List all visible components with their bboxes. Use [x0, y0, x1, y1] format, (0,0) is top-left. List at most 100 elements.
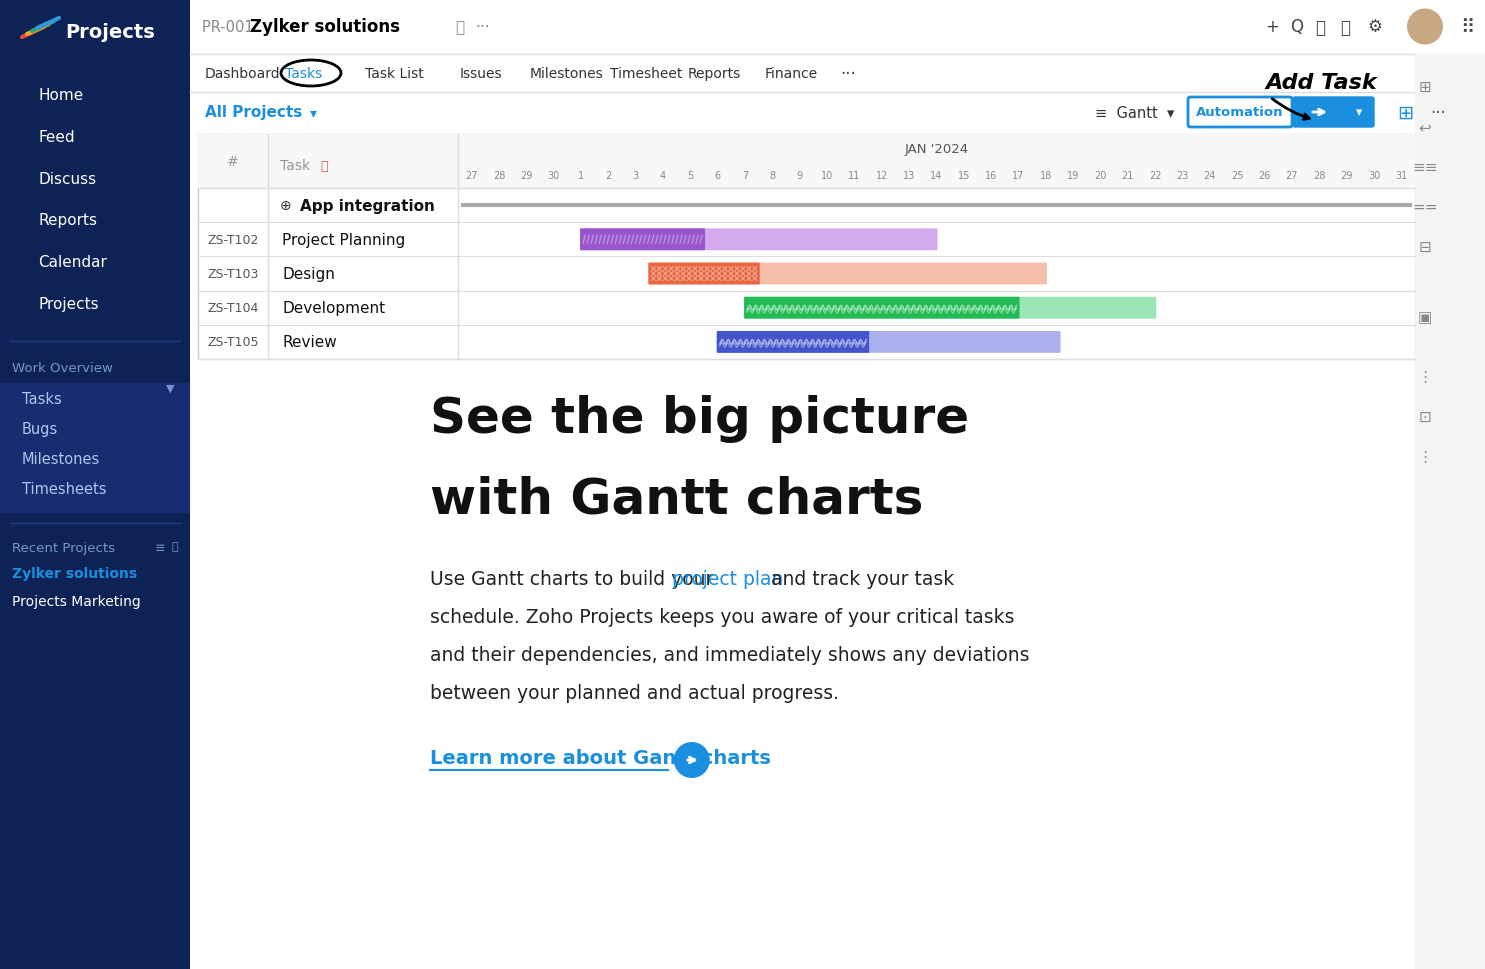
Text: schedule. Zoho Projects keeps you aware of your critical tasks: schedule. Zoho Projects keeps you aware …: [431, 608, 1014, 626]
Text: Use Gantt charts to build your: Use Gantt charts to build your: [431, 570, 719, 588]
Text: ▣: ▣: [1418, 310, 1432, 325]
FancyBboxPatch shape: [581, 229, 705, 251]
Text: Bugs: Bugs: [22, 422, 58, 437]
Text: 11: 11: [848, 171, 861, 181]
Text: Zylker solutions: Zylker solutions: [249, 18, 399, 37]
FancyBboxPatch shape: [717, 331, 869, 354]
Text: 21: 21: [1121, 171, 1135, 181]
Text: Issues: Issues: [460, 67, 502, 81]
Text: Task: Task: [281, 159, 310, 172]
Text: 28: 28: [1313, 171, 1326, 181]
Circle shape: [674, 742, 710, 778]
Text: ⊡: ⊡: [1418, 410, 1432, 424]
Text: Calendar: Calendar: [39, 255, 107, 270]
FancyBboxPatch shape: [1188, 98, 1292, 128]
Text: ⠿: ⠿: [1460, 18, 1475, 37]
Text: Review: Review: [282, 335, 337, 350]
Text: Automation: Automation: [1197, 107, 1283, 119]
Text: Task List: Task List: [365, 67, 423, 81]
Text: ⊕: ⊕: [281, 199, 291, 213]
Text: Milestones: Milestones: [530, 67, 604, 81]
FancyBboxPatch shape: [198, 135, 1415, 359]
Text: App integration: App integration: [300, 199, 435, 213]
FancyBboxPatch shape: [744, 297, 1157, 320]
Text: All Projects: All Projects: [205, 106, 303, 120]
FancyBboxPatch shape: [649, 264, 1047, 285]
Text: Projects: Projects: [65, 23, 154, 43]
Text: ZS-T104: ZS-T104: [208, 302, 258, 315]
Text: 19: 19: [1068, 171, 1080, 181]
FancyBboxPatch shape: [198, 135, 1415, 189]
Text: ==: ==: [1412, 200, 1437, 215]
FancyBboxPatch shape: [744, 297, 1020, 320]
Text: and track your task: and track your task: [765, 570, 955, 588]
Text: and their dependencies, and immediately shows any deviations: and their dependencies, and immediately …: [431, 645, 1029, 665]
Text: 17: 17: [1013, 171, 1025, 181]
Text: Tasks: Tasks: [285, 67, 322, 81]
Text: ⊞: ⊞: [1397, 104, 1414, 122]
FancyBboxPatch shape: [0, 384, 190, 514]
Text: 27: 27: [465, 171, 478, 181]
Text: ≡≡: ≡≡: [1412, 160, 1437, 174]
Text: Learn more about Gantt charts: Learn more about Gantt charts: [431, 748, 771, 767]
Text: Projects Marketing: Projects Marketing: [12, 594, 141, 609]
Text: ···: ···: [841, 65, 855, 83]
Text: ⚙: ⚙: [1368, 18, 1383, 37]
Text: Dashboard: Dashboard: [205, 67, 281, 81]
Text: Home: Home: [39, 87, 83, 103]
Text: 10: 10: [821, 171, 833, 181]
Text: Timesheets: Timesheets: [22, 482, 107, 497]
Text: 28: 28: [493, 171, 505, 181]
Text: 23: 23: [1176, 171, 1189, 181]
Text: ···: ···: [475, 20, 490, 35]
Text: Zylker solutions: Zylker solutions: [12, 567, 137, 580]
Text: 24: 24: [1204, 171, 1216, 181]
Text: 13: 13: [903, 171, 915, 181]
Text: ⓘ: ⓘ: [454, 20, 465, 35]
FancyBboxPatch shape: [0, 0, 190, 969]
Text: 30: 30: [548, 171, 560, 181]
Text: #: #: [227, 155, 239, 169]
Text: 31: 31: [1396, 171, 1408, 181]
Text: ZS-T103: ZS-T103: [208, 267, 258, 281]
Text: 🔔: 🔔: [1316, 18, 1325, 37]
Text: Timesheet: Timesheet: [610, 67, 683, 81]
Text: ···: ···: [1430, 104, 1446, 122]
Circle shape: [1406, 10, 1443, 46]
Text: 27: 27: [1286, 171, 1298, 181]
Text: Design: Design: [282, 266, 336, 282]
Text: 9: 9: [797, 171, 803, 181]
Text: 1: 1: [578, 171, 584, 181]
Text: Development: Development: [282, 301, 385, 316]
Text: 2: 2: [606, 171, 612, 181]
Text: ↩: ↩: [1418, 120, 1432, 135]
Text: 12: 12: [876, 171, 888, 181]
Text: 26: 26: [1258, 171, 1271, 181]
FancyBboxPatch shape: [190, 0, 1485, 55]
Text: 22: 22: [1149, 171, 1161, 181]
Text: project plan: project plan: [671, 570, 783, 588]
Text: ⋮: ⋮: [1417, 450, 1433, 464]
Text: Finance: Finance: [765, 67, 818, 81]
Text: between your planned and actual progress.: between your planned and actual progress…: [431, 683, 839, 703]
Text: Reports: Reports: [39, 213, 97, 229]
Text: Tasks: Tasks: [22, 392, 62, 407]
Text: Projects: Projects: [39, 297, 98, 312]
Text: ▾: ▾: [1356, 107, 1363, 119]
Text: ≡: ≡: [154, 542, 165, 554]
Text: 4: 4: [659, 171, 667, 181]
Text: 14: 14: [931, 171, 943, 181]
Text: 5: 5: [688, 171, 693, 181]
FancyBboxPatch shape: [1415, 55, 1485, 969]
Text: ⏰: ⏰: [1339, 18, 1350, 37]
Text: 18: 18: [1040, 171, 1051, 181]
Text: 🔍: 🔍: [172, 542, 178, 551]
FancyBboxPatch shape: [581, 229, 937, 251]
Text: ▾: ▾: [310, 106, 316, 120]
Text: with Gantt charts: with Gantt charts: [431, 475, 924, 522]
Text: 30: 30: [1368, 171, 1380, 181]
Text: Recent Projects: Recent Projects: [12, 542, 114, 554]
Text: ⊞: ⊞: [1418, 79, 1432, 95]
Text: ⊟: ⊟: [1418, 239, 1432, 255]
Text: ⋮: ⋮: [1417, 369, 1433, 385]
